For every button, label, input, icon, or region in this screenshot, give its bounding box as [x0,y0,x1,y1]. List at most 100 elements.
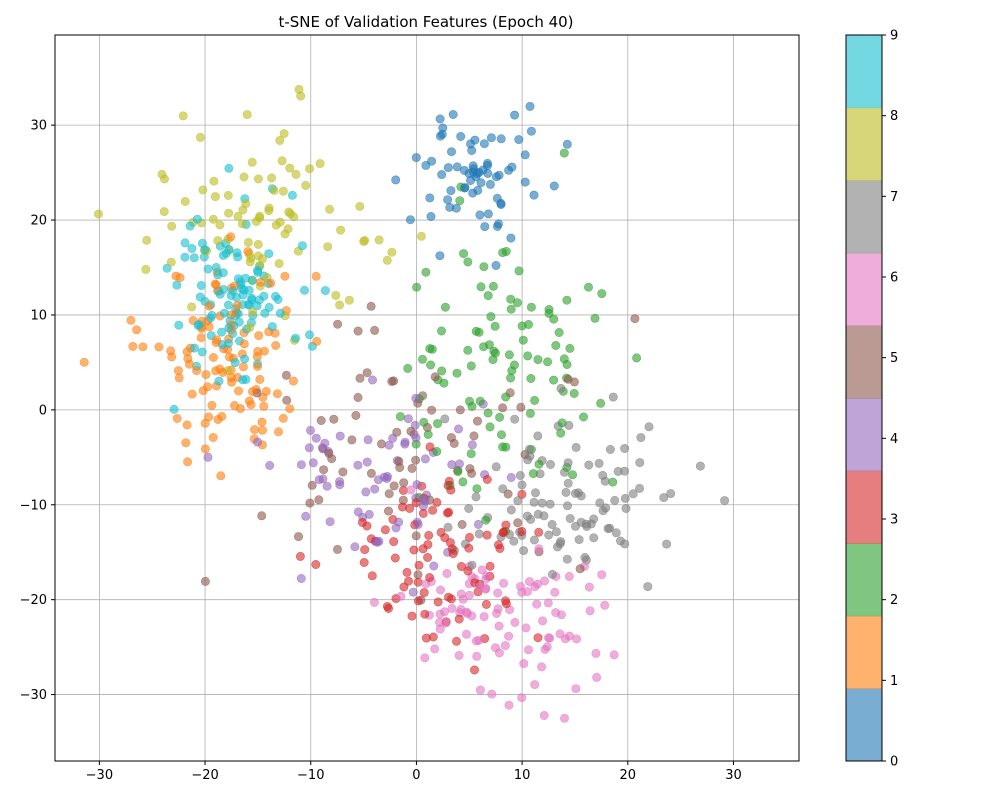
scatter-point [446,485,456,495]
scatter-point [239,172,249,182]
scatter-point [296,460,306,470]
scatter-point [528,469,538,479]
scatter-point [250,425,260,435]
scatter-point [413,596,423,606]
scatter-point [530,395,540,405]
scatter-point [245,257,255,267]
scatter-point [213,236,223,246]
scatter-point [506,472,516,482]
scatter-point [331,290,341,300]
scatter-point [411,153,421,163]
scatter-point [320,438,330,448]
scatter-point [483,291,493,301]
scatter-point [267,173,277,183]
scatter-point [570,521,580,531]
scatter-point [506,233,516,243]
scatter-point [212,335,222,345]
scatter-point [494,621,504,631]
scatter-point [475,685,485,695]
scatter-point [285,404,295,414]
scatter-point [175,273,185,283]
scatter-point [490,321,500,331]
scatter-point [526,373,536,383]
scatter-point [456,589,466,599]
scatter-point [485,422,495,432]
scatter-point [180,238,190,248]
scatter-point [325,204,335,214]
scatter-point [196,280,206,290]
colorbar-tick-label: 1 [890,674,898,689]
scatter-point [180,197,190,207]
scatter-point [353,326,363,336]
scatter-point [278,186,288,196]
x-tick-label: 20 [620,768,637,783]
scatter-point [485,179,495,189]
x-tick-label: 30 [725,768,742,783]
scatter-point [487,689,497,699]
colorbar-tick-label: 0 [890,755,898,770]
scatter-point [482,474,492,484]
scatter-point [613,466,623,476]
scatter-point [257,425,267,435]
scatter-point [517,526,527,536]
scatter-point [389,481,399,491]
scatter-point [537,498,547,508]
scatter-point [295,551,305,561]
scatter-point [311,271,321,281]
scatter-point [405,215,415,225]
scatter-point [307,480,317,490]
scatter-point [469,431,479,441]
scatter-point [530,680,540,690]
scatter-point [471,492,481,502]
scatter-point [204,322,214,332]
scatter-point [569,377,579,387]
scatter-point [382,473,392,483]
scatter-point [201,370,211,380]
scatter-point [195,132,205,142]
scatter-point [451,203,461,213]
scatter-point [446,147,456,157]
scatter-point [474,529,484,539]
scatter-point [208,214,218,224]
scatter-point [203,264,213,274]
scatter-point [347,435,357,445]
scatter-point [609,650,619,660]
scatter-point [264,203,274,213]
scatter-point [720,496,730,506]
scatter-point [257,417,267,427]
scatter-point [228,286,238,296]
scatter-point [610,495,620,505]
scatter-point [504,700,514,710]
scatter-point [557,418,567,428]
scatter-point [534,459,544,469]
scatter-point [559,713,569,723]
scatter-point [523,645,533,655]
scatter-point [224,163,234,173]
scatter-point [472,484,482,494]
scatter-point [547,569,557,579]
scatter-point [479,262,489,272]
scatter-point [551,608,561,618]
scatter-point [571,442,581,452]
scatter-point [562,295,572,305]
scatter-point [362,457,372,467]
scatter-point [411,498,421,508]
scatter-point [615,536,625,546]
scatter-point [459,249,469,259]
scatter-point [233,211,243,221]
scatter-point [456,561,466,571]
y-axis: −30 −20 −10 0 10 20 30 [20,119,55,703]
colorbar-tick-label: 2 [890,593,898,608]
scatter-point [305,164,315,174]
scatter-point [419,417,429,427]
scatter-point [591,648,601,658]
scatter-point [239,339,249,349]
scatter-point [530,488,540,498]
scatter-point [472,651,482,661]
scatter-point [353,507,363,517]
scatter-point [468,161,478,171]
scatter-point [234,386,244,396]
scatter-point [203,452,213,462]
scatter-point [366,468,376,478]
